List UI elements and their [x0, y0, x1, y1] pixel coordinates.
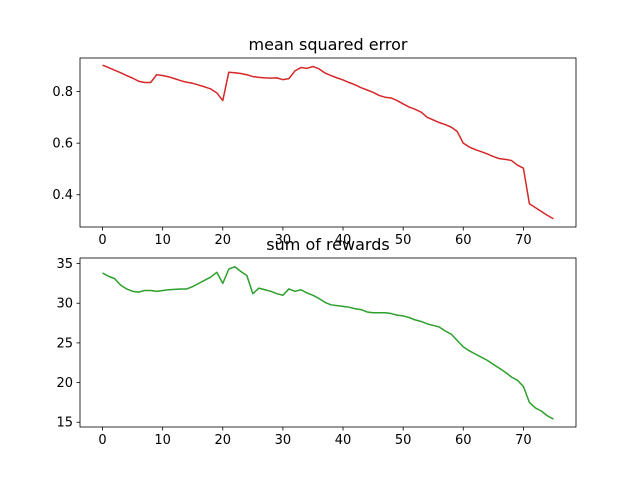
- x-tick-label: 20: [215, 233, 232, 248]
- data-line: [102, 265, 554, 420]
- x-tick-label: 70: [515, 433, 532, 448]
- plot-frame: [79, 57, 577, 228]
- plot-frame: [79, 257, 577, 428]
- x-tick-label: 10: [154, 233, 171, 248]
- y-tick-label: 30: [56, 297, 73, 312]
- y-tick-label: 0.6: [52, 137, 73, 152]
- data-line: [102, 64, 554, 220]
- x-tick-label: 0: [98, 433, 106, 448]
- x-tick-label: 60: [455, 233, 472, 248]
- x-tick-label: 30: [275, 433, 292, 448]
- x-tick-label: 50: [395, 433, 412, 448]
- x-tick-label: 30: [275, 233, 292, 248]
- x-tick-label: 60: [455, 433, 472, 448]
- y-tick-label: 15: [56, 416, 73, 431]
- y-tick-label: 25: [56, 336, 73, 351]
- y-tick-label: 35: [56, 257, 73, 272]
- y-tick-label: 0.8: [52, 85, 73, 100]
- x-tick-label: 0: [98, 233, 106, 248]
- x-tick-label: 10: [154, 433, 171, 448]
- x-tick-label: 70: [515, 233, 532, 248]
- chart-title: mean squared error: [249, 35, 408, 54]
- x-tick-label: 40: [335, 433, 352, 448]
- x-tick-label: 50: [395, 233, 412, 248]
- chart-title: sum of rewards: [266, 235, 389, 254]
- y-tick-label: 20: [56, 376, 73, 391]
- x-tick-label: 40: [335, 233, 352, 248]
- x-tick-label: 20: [215, 433, 232, 448]
- y-tick-label: 0.4: [52, 188, 73, 203]
